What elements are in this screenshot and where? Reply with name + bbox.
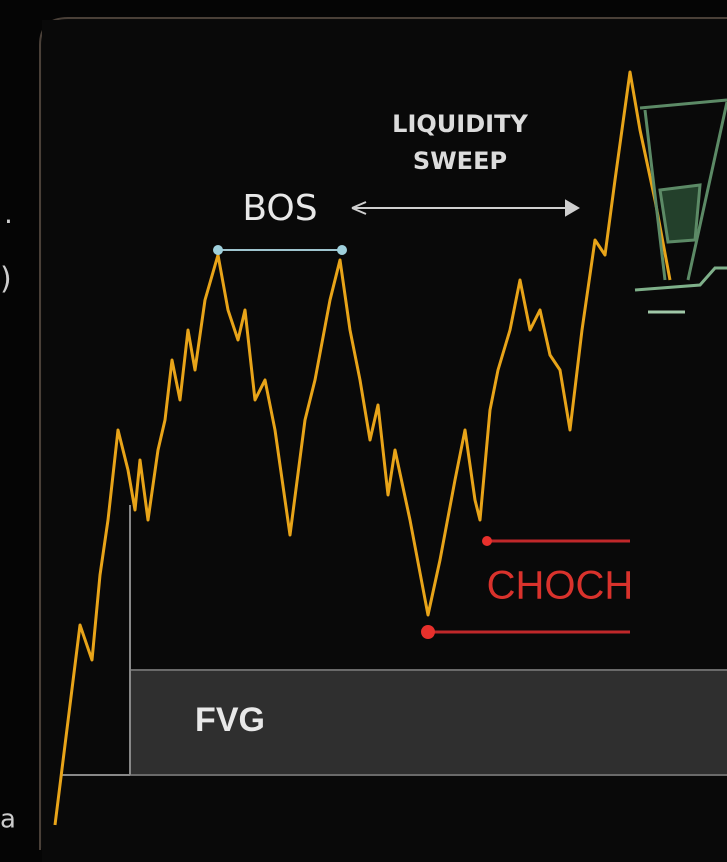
edge-text: .	[4, 197, 13, 230]
bos-point	[213, 245, 223, 255]
choch-label: CHOCH	[487, 564, 634, 608]
bos-point	[337, 245, 347, 255]
page: . ) a FVG BOS LIQUIDITY SWEEP CHOCH (() …	[0, 0, 727, 862]
choch-point	[482, 536, 492, 546]
choch-point	[421, 625, 435, 639]
sweep-label: SWEEP	[413, 147, 507, 175]
sweep-label: LIQUIDITY	[392, 110, 528, 138]
chart-illustration: . ) a FVG BOS LIQUIDITY SWEEP CHOCH	[0, 0, 727, 862]
edge-text: a	[0, 805, 16, 835]
edge-text: )	[0, 262, 12, 297]
bos-label: BOS	[242, 188, 317, 229]
fvg-label: FVG	[195, 701, 265, 739]
